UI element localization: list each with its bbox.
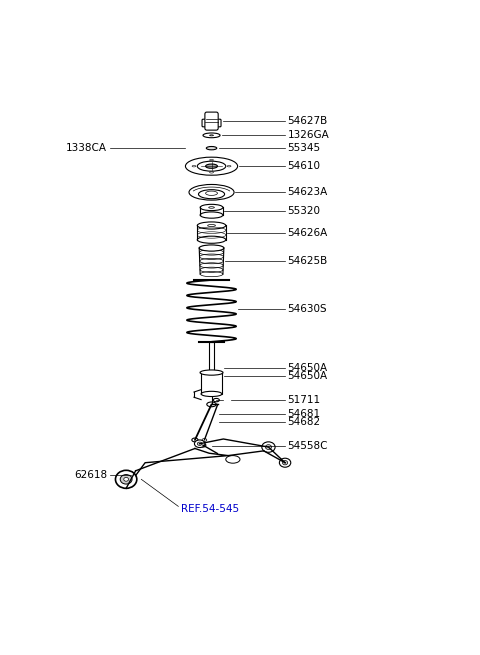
Ellipse shape	[124, 477, 129, 481]
Ellipse shape	[227, 166, 231, 167]
Text: 1326GA: 1326GA	[288, 130, 329, 140]
Ellipse shape	[208, 225, 216, 227]
Ellipse shape	[194, 440, 205, 447]
Ellipse shape	[197, 161, 226, 171]
FancyBboxPatch shape	[205, 112, 218, 130]
Ellipse shape	[226, 456, 240, 463]
Text: REF.54-545: REF.54-545	[180, 504, 239, 514]
Ellipse shape	[282, 460, 288, 465]
Ellipse shape	[200, 204, 223, 211]
Ellipse shape	[210, 159, 214, 160]
Text: 54625B: 54625B	[288, 256, 328, 266]
Text: 62618: 62618	[74, 470, 107, 479]
Ellipse shape	[210, 172, 214, 173]
Ellipse shape	[197, 222, 226, 229]
Text: 54623A: 54623A	[288, 187, 328, 197]
Ellipse shape	[205, 191, 217, 195]
Ellipse shape	[199, 190, 225, 198]
Text: 54630S: 54630S	[288, 303, 327, 314]
Text: 1338CA: 1338CA	[66, 143, 107, 153]
Ellipse shape	[197, 442, 202, 445]
Text: 54626A: 54626A	[288, 227, 328, 238]
Ellipse shape	[200, 370, 223, 375]
Text: 54627B: 54627B	[288, 116, 328, 126]
Ellipse shape	[189, 185, 234, 200]
Ellipse shape	[206, 147, 217, 150]
Ellipse shape	[197, 236, 226, 243]
Ellipse shape	[185, 157, 238, 175]
Ellipse shape	[200, 212, 223, 218]
Text: 51711: 51711	[288, 395, 321, 405]
Ellipse shape	[199, 245, 224, 251]
Ellipse shape	[192, 166, 196, 167]
Text: 55320: 55320	[288, 206, 321, 216]
Ellipse shape	[205, 164, 217, 168]
Ellipse shape	[201, 391, 222, 396]
Ellipse shape	[192, 438, 198, 442]
Text: 54558C: 54558C	[288, 441, 328, 451]
FancyBboxPatch shape	[202, 119, 221, 127]
Text: 54650A: 54650A	[288, 371, 327, 381]
Ellipse shape	[207, 402, 216, 407]
Ellipse shape	[210, 135, 214, 136]
Text: 55345: 55345	[288, 143, 321, 153]
Ellipse shape	[202, 438, 207, 441]
Text: 54682: 54682	[288, 417, 321, 428]
Ellipse shape	[200, 443, 206, 447]
Ellipse shape	[262, 442, 275, 453]
Ellipse shape	[116, 470, 137, 489]
Ellipse shape	[120, 475, 132, 484]
Text: 54610: 54610	[288, 161, 321, 171]
Ellipse shape	[265, 445, 272, 449]
Ellipse shape	[213, 398, 219, 402]
Ellipse shape	[279, 458, 291, 467]
Ellipse shape	[203, 133, 220, 138]
Text: 54681: 54681	[288, 409, 321, 419]
Text: 54650A: 54650A	[288, 363, 327, 373]
Ellipse shape	[209, 207, 215, 208]
Bar	[201, 373, 222, 394]
